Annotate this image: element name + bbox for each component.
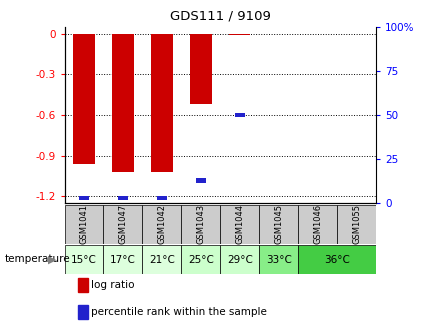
Text: GSM1055: GSM1055 bbox=[352, 204, 361, 244]
Bar bbox=[142, 245, 182, 274]
Bar bbox=[65, 245, 103, 274]
Bar bbox=[337, 205, 376, 244]
Bar bbox=[112, 34, 134, 172]
Bar bbox=[182, 205, 220, 244]
Text: 21°C: 21°C bbox=[149, 255, 175, 264]
Bar bbox=[229, 34, 251, 35]
Text: GSM1041: GSM1041 bbox=[80, 204, 89, 244]
Bar bbox=[235, 113, 245, 117]
Text: 29°C: 29°C bbox=[227, 255, 253, 264]
Text: GSM1045: GSM1045 bbox=[274, 204, 283, 244]
Bar bbox=[79, 196, 89, 200]
Bar bbox=[298, 205, 337, 244]
Text: 15°C: 15°C bbox=[71, 255, 97, 264]
Text: 33°C: 33°C bbox=[266, 255, 291, 264]
Text: log ratio: log ratio bbox=[91, 280, 135, 290]
Bar bbox=[190, 34, 211, 104]
Bar bbox=[73, 34, 95, 164]
Bar bbox=[220, 245, 259, 274]
Text: 36°C: 36°C bbox=[324, 255, 350, 264]
Text: GSM1044: GSM1044 bbox=[235, 204, 244, 244]
Bar bbox=[151, 34, 173, 172]
Bar bbox=[220, 205, 259, 244]
Bar bbox=[103, 205, 142, 244]
Bar bbox=[118, 196, 128, 200]
Bar bbox=[259, 245, 298, 274]
Bar bbox=[65, 205, 103, 244]
Text: 25°C: 25°C bbox=[188, 255, 214, 264]
Text: ▶: ▶ bbox=[48, 254, 57, 264]
Text: GSM1042: GSM1042 bbox=[158, 204, 166, 244]
Bar bbox=[157, 196, 167, 200]
Text: GSM1047: GSM1047 bbox=[118, 204, 127, 244]
Title: GDS111 / 9109: GDS111 / 9109 bbox=[170, 10, 271, 23]
Bar bbox=[259, 205, 298, 244]
Bar bbox=[196, 178, 206, 182]
Bar bbox=[103, 245, 142, 274]
Bar bbox=[182, 245, 220, 274]
Text: 17°C: 17°C bbox=[110, 255, 136, 264]
Text: GSM1046: GSM1046 bbox=[313, 204, 322, 244]
Bar bbox=[142, 205, 182, 244]
Text: GSM1043: GSM1043 bbox=[196, 204, 205, 244]
Bar bbox=[298, 245, 376, 274]
Text: percentile rank within the sample: percentile rank within the sample bbox=[91, 307, 267, 317]
Text: temperature: temperature bbox=[4, 254, 70, 264]
